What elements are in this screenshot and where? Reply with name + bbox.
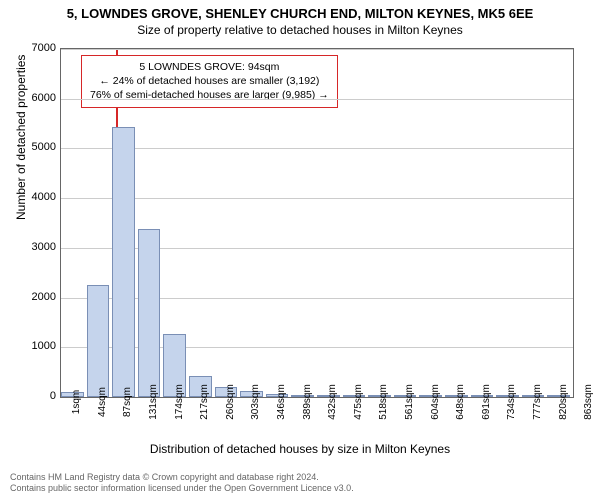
ytick-label: 7000 <box>32 42 56 54</box>
xtick-label: 734sqm <box>506 384 517 420</box>
xtick-label: 44sqm <box>97 387 108 417</box>
xtick-label: 604sqm <box>430 384 441 420</box>
xtick-label: 87sqm <box>122 387 133 417</box>
xtick-label: 260sqm <box>225 384 236 420</box>
xtick-label: 346sqm <box>276 384 287 420</box>
xtick-label: 863sqm <box>583 384 594 420</box>
gridline <box>61 99 573 100</box>
annotation-line3: 76% of semi-detached houses are larger (… <box>90 88 329 102</box>
y-axis-label: Number of detached properties <box>14 55 28 220</box>
xtick-label: 777sqm <box>532 384 543 420</box>
footer-line2: Contains public sector information licen… <box>10 483 354 494</box>
chart-area: 5 LOWNDES GROVE: 94sqm ← 24% of detached… <box>60 48 574 398</box>
xtick-label: 561sqm <box>404 384 415 420</box>
title-main: 5, LOWNDES GROVE, SHENLEY CHURCH END, MI… <box>0 0 600 21</box>
ytick-label: 1000 <box>32 340 56 352</box>
ytick-label: 0 <box>50 390 56 402</box>
xtick-label: 432sqm <box>327 384 338 420</box>
ytick-label: 2000 <box>32 291 56 303</box>
xtick-label: 820sqm <box>558 384 569 420</box>
ytick-label: 4000 <box>32 191 56 203</box>
ytick-label: 6000 <box>32 92 56 104</box>
xtick-label: 217sqm <box>199 384 210 420</box>
ytick-label: 3000 <box>32 241 56 253</box>
xtick-label: 303sqm <box>250 384 261 420</box>
xtick-label: 475sqm <box>353 384 364 420</box>
histogram-bar <box>87 285 110 397</box>
histogram-bar <box>138 229 161 397</box>
ytick-label: 5000 <box>32 141 56 153</box>
xtick-label: 131sqm <box>148 384 159 420</box>
xtick-label: 518sqm <box>378 384 389 420</box>
annotation-line1: 5 LOWNDES GROVE: 94sqm <box>90 60 329 74</box>
gridline <box>61 198 573 199</box>
gridline <box>61 49 573 50</box>
xtick-label: 648sqm <box>455 384 466 420</box>
title-sub: Size of property relative to detached ho… <box>0 21 600 37</box>
annotation-line2: ← 24% of detached houses are smaller (3,… <box>90 74 329 88</box>
xtick-label: 174sqm <box>174 384 185 420</box>
footer: Contains HM Land Registry data © Crown c… <box>10 472 354 495</box>
chart-container: 5, LOWNDES GROVE, SHENLEY CHURCH END, MI… <box>0 0 600 500</box>
x-axis-label: Distribution of detached houses by size … <box>0 442 600 456</box>
xtick-label: 691sqm <box>481 384 492 420</box>
xtick-label: 1sqm <box>71 390 82 414</box>
gridline <box>61 148 573 149</box>
xtick-label: 389sqm <box>302 384 313 420</box>
histogram-bar <box>112 127 135 397</box>
footer-line1: Contains HM Land Registry data © Crown c… <box>10 472 354 483</box>
